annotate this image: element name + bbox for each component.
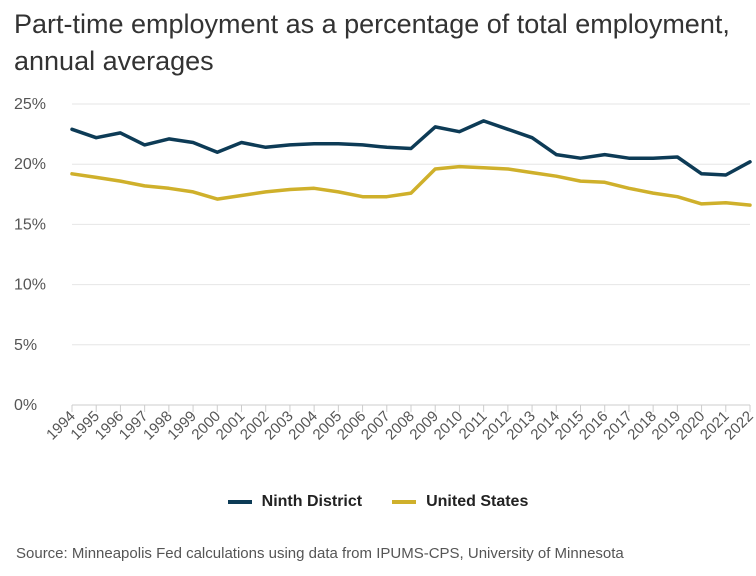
chart-title: Part-time employment as a percentage of …: [14, 9, 730, 76]
legend: Ninth District United States: [0, 490, 756, 514]
y-tick-label: 25%: [14, 96, 46, 113]
y-tick-label: 5%: [14, 337, 37, 354]
y-tick-label: 10%: [14, 277, 46, 294]
y-tick-label: 0%: [14, 397, 37, 414]
series-line-united-states: [70, 164, 752, 207]
series-lines: [70, 119, 752, 207]
y-axis-ticks: 0% 5% 10% 15% 20% 25%: [14, 96, 46, 414]
legend-label-united-states: United States: [426, 493, 529, 510]
y-tick-label: 20%: [14, 156, 46, 173]
x-tick-label: 2022: [721, 408, 756, 444]
y-tick-label: 15%: [14, 216, 46, 233]
legend-item-ninth-district[interactable]: Ninth District: [227, 493, 363, 511]
legend-item-united-states[interactable]: United States: [392, 493, 528, 511]
x-axis: 1994199519961997199819992000200120022003…: [43, 405, 756, 443]
legend-swatch-united-states: [392, 500, 417, 504]
series-line-ninth-district: [70, 119, 752, 177]
source-note: Source: Minneapolis Fed calculations usi…: [16, 545, 624, 562]
legend-swatch-ninth-district: [227, 500, 252, 504]
legend-label-ninth-district: Ninth District: [261, 493, 363, 510]
